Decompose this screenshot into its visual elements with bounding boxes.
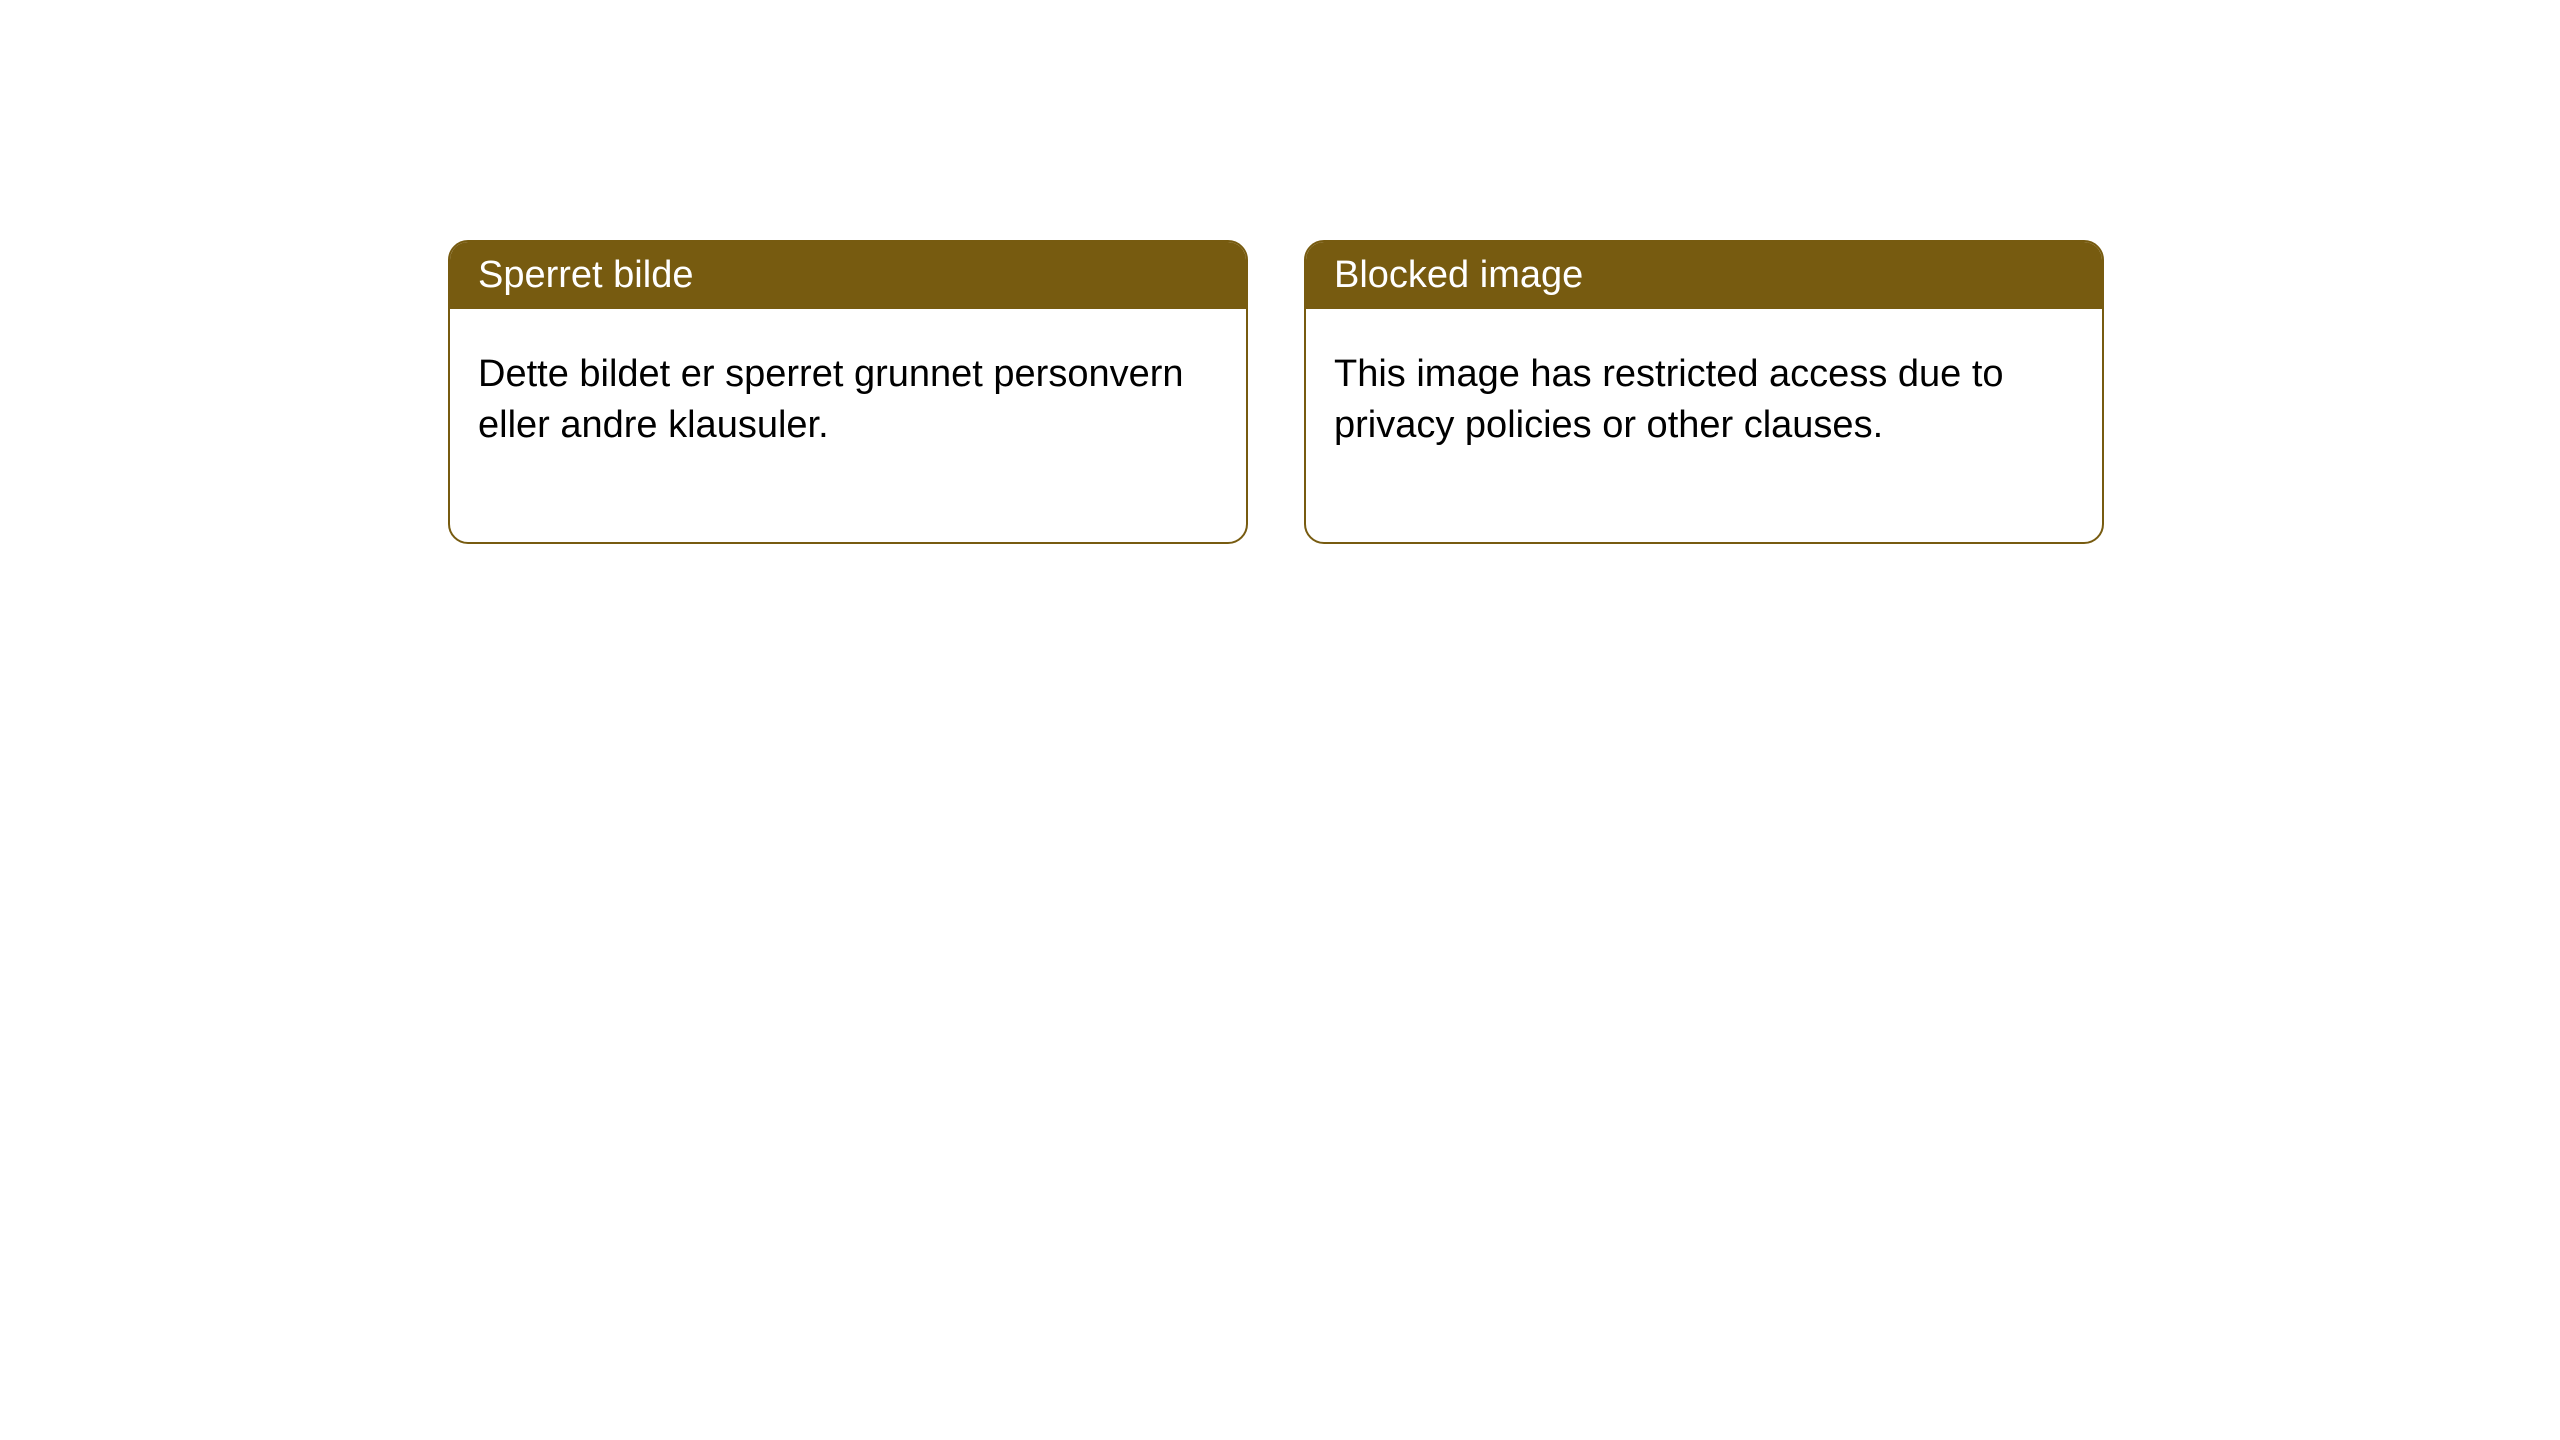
notice-container: Sperret bilde Dette bildet er sperret gr… (0, 0, 2560, 544)
notice-body: This image has restricted access due to … (1306, 309, 2102, 542)
notice-header: Blocked image (1306, 242, 2102, 309)
notice-header: Sperret bilde (450, 242, 1246, 309)
notice-card-norwegian: Sperret bilde Dette bildet er sperret gr… (448, 240, 1248, 544)
notice-card-english: Blocked image This image has restricted … (1304, 240, 2104, 544)
notice-body: Dette bildet er sperret grunnet personve… (450, 309, 1246, 542)
